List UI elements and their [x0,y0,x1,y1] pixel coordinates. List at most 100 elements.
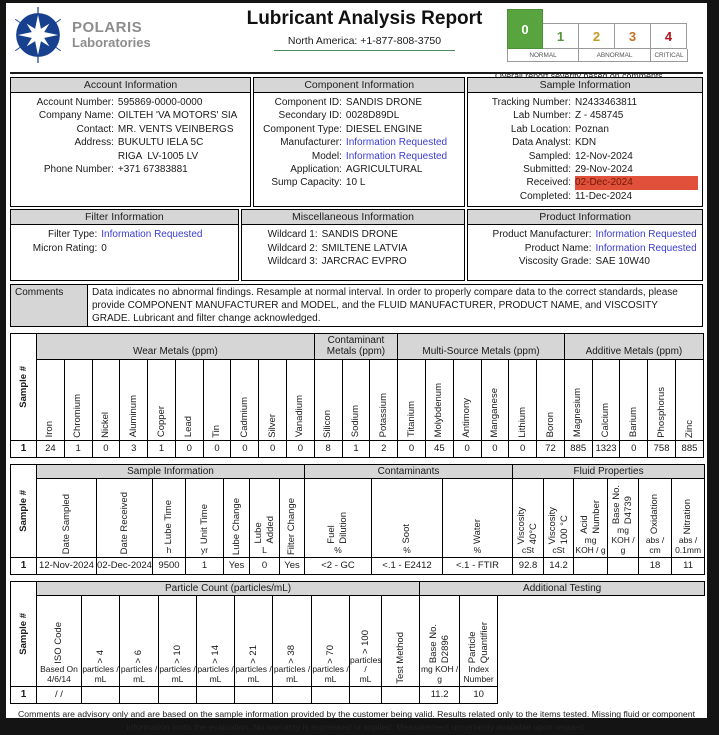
column-header: Magnesium [563,358,593,441]
column-label: Water [471,518,483,544]
column-header: Zinc [674,358,705,441]
column-header: Manganese [480,358,510,441]
severity-level-0-selected: 0 [507,9,543,49]
value-cell: 72 [536,439,565,458]
column-header: Vanadium [286,358,315,441]
severity-level-2: 2 [579,23,615,49]
value-cell [158,685,197,704]
column-label: Unit Time [198,503,210,544]
column-header: Lube Added L [249,477,280,558]
information-requested-link[interactable]: Information Requested [101,229,203,241]
panel-title: Component Information [254,78,465,93]
severity-scale: 0 1 2 3 4 NORMAL ABNORMAL CRITICAL Overa… [495,5,703,81]
column-header: Barium [619,358,649,441]
severity-group-labels: NORMAL ABNORMAL CRITICAL [507,49,688,62]
info-row: Company Name: OILTEH 'VA MOTORS' SIA [13,109,246,122]
field-value: Z - 458745 [574,110,624,122]
column-label: Lube Change [230,497,242,555]
column-header: Chromium [63,358,93,441]
column-unit: % [334,544,342,555]
column-label: Copper [155,406,167,438]
sample-data-table-wrap: Sample # Sample Information Contaminants Fl… [10,463,706,575]
column-unit: mg KOH / g [420,664,459,685]
comments-section: Comments Data indicates no abnormal find… [10,284,703,328]
column-header: Tin [202,358,232,441]
column-header: > 6 particles / mL [119,594,159,687]
column-unit: % [473,544,482,555]
info-row: Address: BUKULTU IELA 5C [13,136,246,149]
table-row: 1/ / 11.2 10 [10,685,705,704]
comments-text: Data indicates no abnormal findings. Res… [88,284,703,328]
table-row: 1 12-Nov-2024 02-Dec-2024 9500 1 Yes 0 Yes <2 - … [10,556,706,575]
column-unit: particles / mL [197,664,234,685]
info-row: Account Number: 595869-0000-0000 [13,96,246,109]
info-row: Viscosity Grade: SAE 10W40 [470,255,698,268]
field-label: Wildcard 1: [267,229,318,241]
column-header [497,595,705,687]
column-label: Lube Time [163,499,175,544]
column-unit: particles / mL [235,664,272,685]
column-header: Water% [441,477,514,558]
value-cell: 0 [452,439,482,458]
field-label: Product Manufacturer: [492,229,592,241]
column-header: Boron [536,358,565,441]
field-value: 0 [101,242,107,254]
column-header: Lithium [508,358,538,441]
field-label: Data Analyst: [512,137,571,149]
column-label: Lead [183,416,195,438]
field-label: Component Type: [263,123,342,135]
info-row: Filter Type: Information Requested [13,228,234,241]
field-label: Micron Rating: [32,242,98,254]
column-label: Tin [211,424,223,438]
value-cell [119,685,159,704]
column-header: > 100 particles / mL [349,594,382,687]
column-label: Aluminum [127,395,139,438]
column-header: Fuel Dilution% [304,477,372,558]
column-label: Sodium [350,405,362,438]
column-label: Molybdenum [433,383,445,438]
column-label: Date Sampled [60,494,72,555]
value-cell: 9500 [152,556,186,575]
panel-body: Filter Type: Information Requested Micron … [11,225,238,258]
column-label: > 6 [133,649,145,664]
info-row: Lab Location: Poznan [470,123,698,136]
information-requested-link[interactable]: Information Requested [345,137,448,149]
info-row: RIGA LV-1005 LV [13,150,246,163]
information-requested-link[interactable]: Information Requested [345,150,448,162]
column-label: Chromium [72,393,84,438]
column-header: Sodium [341,358,371,441]
column-header: > 4 particles / mL [81,594,120,687]
information-requested-link[interactable]: Information Requested [595,229,697,241]
severity-label-normal: NORMAL [507,49,579,62]
group-header: Particle Count (particles/mL) [35,580,421,596]
column-label: Vanadium [294,395,306,438]
sample-col-label: Sample # [17,612,29,655]
value-cell [497,686,705,704]
value-cell: 0 [249,556,280,575]
column-unit: particles / mL [350,654,382,685]
value-cell: 885 [674,439,705,458]
field-label: Sampled: [528,150,571,162]
value-cell: 1 [185,556,224,575]
value-cell: 1 [341,439,371,458]
column-unit: abs / 0.1mm [675,535,702,555]
info-row: Product Name: Information Requested [470,242,698,255]
value-cell: <2 - GC [304,556,372,575]
column-label: Silver [266,413,278,438]
column-unit: particles / mL [273,664,311,685]
column-header: Lube Time h [152,477,186,558]
value-cell: 0 [91,439,121,458]
column-header: Base No. D4739 mg KOH / g [607,477,640,558]
panel-body: Wildcard 1: SANDIS DRONE Wildcard 2: SMILTE… [242,225,465,271]
column-label: Base No. D2896 [427,624,451,664]
product-information-panel: Product Information Product Manufacturer… [467,209,703,282]
value-cell: 02-Dec-2024 [96,556,153,575]
column-header: Copper [147,358,176,441]
field-value: SANDIS DRONE [345,97,423,108]
field-label: Account Number: [36,97,114,108]
column-header: Nickel [91,358,121,441]
information-requested-link[interactable]: Information Requested [595,242,697,254]
info-row: Received: 02-Dec-2024 [470,176,698,190]
field-value: SAE 10W40 [595,255,650,267]
column-header: Lead [174,358,204,441]
